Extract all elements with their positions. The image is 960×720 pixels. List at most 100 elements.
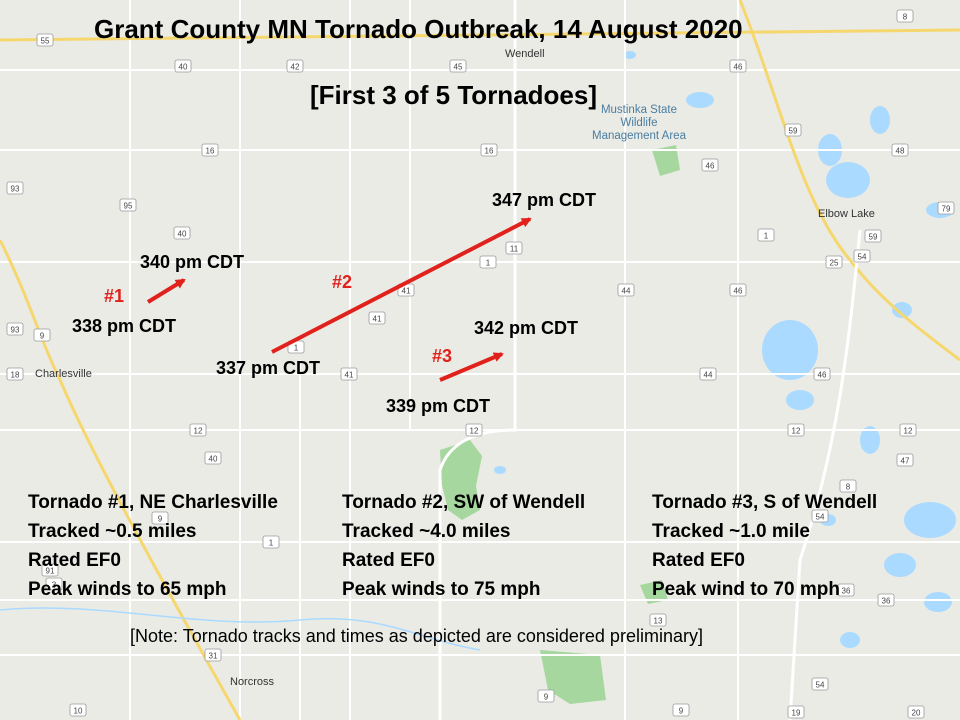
road-shield: 31 [204, 648, 222, 662]
place-norcross: Norcross [230, 676, 275, 688]
road-shield-label: 12 [792, 427, 801, 436]
road-shield-label: 46 [734, 63, 743, 72]
road-shield: 18 [6, 367, 24, 381]
road-shield: 59 [864, 229, 882, 243]
place-wendell: Wendell [505, 48, 545, 60]
road-shield-label: 36 [882, 597, 891, 606]
place-charlesville: Charlesville [35, 368, 92, 380]
road-shield-label: 1 [486, 259, 491, 268]
road-shield: 44 [699, 367, 717, 381]
road-shield-label: 46 [706, 162, 715, 171]
road-shield-label: 54 [816, 513, 825, 522]
highway-59 [738, 0, 960, 362]
road-shield: 16 [201, 143, 219, 157]
road-shield: 12 [787, 423, 805, 437]
tornado-1-summary: Tornado #1, NE Charlesville Tracked ~0.5… [28, 488, 278, 604]
road-shield: 12 [899, 423, 917, 437]
road-shield: 54 [811, 677, 829, 691]
road-shield: 25 [825, 255, 843, 269]
road-shield: 40 [174, 59, 192, 73]
road-shield: 47 [896, 453, 914, 467]
road-shield: 12 [465, 423, 483, 437]
road-shield: 20 [907, 705, 925, 719]
road-shield-label: 54 [858, 253, 867, 262]
lake [494, 466, 506, 474]
road-shield: 36 [837, 583, 855, 597]
tornado-3-tracked: Tracked ~1.0 mile [652, 521, 810, 542]
tornado-1-end-time: 340 pm CDT [140, 252, 245, 272]
tornado-1-number: #1 [104, 286, 125, 306]
road-shield-label: 40 [209, 455, 218, 464]
road-1 [438, 0, 517, 720]
tornado-2-start-time: 337 pm CDT [216, 358, 321, 378]
road-shield: 40 [204, 451, 222, 465]
road-shield-label: 44 [704, 371, 713, 380]
park-area [440, 440, 482, 520]
road-shield-label: 20 [912, 709, 921, 718]
road-shield: 9 [537, 689, 555, 703]
road-shield-label: 9 [40, 332, 45, 341]
map-subtitle: [First 3 of 5 Tornadoes] [310, 80, 597, 110]
road-shield: 9 [672, 703, 690, 717]
tornado-2-heading: Tornado #2, SW of Wendell [342, 492, 586, 513]
place-elbow-lake: Elbow Lake [818, 208, 875, 220]
road-shield: 45 [449, 59, 467, 73]
park-area [640, 580, 668, 604]
road-shield: 1 [262, 535, 280, 549]
road-shield-label: 9 [544, 693, 549, 702]
road-shield: 41 [340, 367, 358, 381]
road-shield: 40 [173, 226, 191, 240]
road-shield-label: 91 [46, 567, 55, 576]
road-shield-label: 9 [158, 515, 163, 524]
road-shield: 93 [6, 181, 24, 195]
road-shield-label: 44 [622, 287, 631, 296]
road-shield-label: 18 [11, 371, 20, 380]
road-shield: 42 [286, 59, 304, 73]
road-shield-label: 46 [818, 371, 827, 380]
parks [440, 145, 680, 704]
tornado-3-heading: Tornado #3, S of Wendell [652, 492, 878, 513]
lake [884, 553, 916, 577]
road-shield-label: 12 [194, 427, 203, 436]
tornado-2-tracked: Tracked ~4.0 miles [342, 521, 511, 542]
tornado-2-peak: Peak winds to 75 mph [342, 579, 541, 600]
place-mustinka-wma: Mustinka State Wildlife Management Area [592, 104, 686, 142]
tornado-2-end-time: 347 pm CDT [492, 190, 597, 210]
road-shield: 12 [189, 423, 207, 437]
road-shield-label: 1 [764, 232, 769, 241]
road-shield-label: 16 [206, 147, 215, 156]
road-shield-label: 16 [485, 147, 494, 156]
lake [904, 502, 956, 538]
road-shield: 48 [891, 143, 909, 157]
road-shield-label: 41 [345, 371, 354, 380]
lake [786, 390, 814, 410]
road-shield: 1 [287, 340, 305, 354]
highway-55 [0, 28, 960, 42]
road-shield-label: 12 [470, 427, 479, 436]
road-shield-label: 55 [41, 37, 50, 46]
tornado-2-track [271, 217, 532, 354]
road-shield: 59 [784, 123, 802, 137]
road-shield: 9 [151, 511, 169, 525]
road-shield: 91 [41, 563, 59, 577]
road-shield-label: 9 [679, 707, 684, 716]
tornado-3-start-time: 339 pm CDT [386, 396, 491, 416]
tornado-3-number: #3 [432, 346, 453, 366]
road-shield: 11 [505, 241, 523, 255]
road-shield: 46 [701, 158, 719, 172]
lake [870, 106, 890, 134]
road-shield: 10 [69, 703, 87, 717]
road-shield: 55 [36, 33, 54, 47]
road-shield-label: 46 [734, 287, 743, 296]
road-shield-label: 8 [846, 483, 851, 492]
road-shield-label: 12 [904, 427, 913, 436]
tornado-tracks [146, 217, 532, 382]
road-shield-label: 10 [74, 707, 83, 716]
park-area [652, 145, 680, 176]
tornado-3-end-time: 342 pm CDT [474, 318, 579, 338]
tornado-1-peak: Peak winds to 65 mph [28, 579, 227, 600]
road-shield-label: 48 [896, 147, 905, 156]
road-shield-label: 25 [830, 259, 839, 268]
highway-9 [0, 239, 242, 720]
road-shield: 19 [787, 705, 805, 719]
